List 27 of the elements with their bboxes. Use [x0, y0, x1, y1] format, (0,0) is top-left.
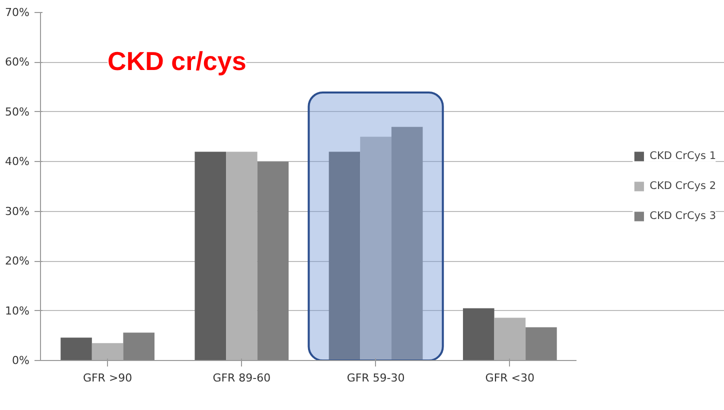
- x-tick-label: GFR >90: [82, 372, 132, 384]
- legend-label: CKD CrCys 1: [650, 150, 716, 162]
- bar: [328, 152, 360, 360]
- y-tick-label: 70%: [5, 6, 30, 19]
- bar: [526, 327, 557, 360]
- bar: [60, 338, 92, 360]
- x-tick-label: GFR 59-30: [346, 372, 405, 384]
- y-tick-label: 60%: [5, 56, 30, 69]
- bar: [92, 343, 124, 360]
- y-tick-label: 40%: [5, 155, 30, 168]
- bar: [123, 332, 154, 360]
- x-tick-label: GFR 89-60: [212, 372, 271, 384]
- bar: [194, 152, 226, 360]
- bar: [494, 318, 526, 360]
- y-tick-label: 20%: [5, 254, 30, 268]
- text: CKD cr/cys: [108, 46, 246, 76]
- y-tick-label: 10%: [5, 304, 30, 318]
- bar: [391, 126, 423, 360]
- bar: [360, 136, 392, 360]
- x-tick-label: GFR <30: [485, 372, 535, 384]
- y-tick-label: 50%: [5, 105, 30, 118]
- y-tick-label: 30%: [5, 204, 30, 218]
- bar: [257, 162, 289, 360]
- bar: [462, 308, 494, 360]
- legend-label: CKD CrCys 2: [650, 180, 716, 192]
- y-tick-label: 0%: [12, 354, 30, 367]
- legend-label: CKD CrCys 3: [650, 210, 716, 222]
